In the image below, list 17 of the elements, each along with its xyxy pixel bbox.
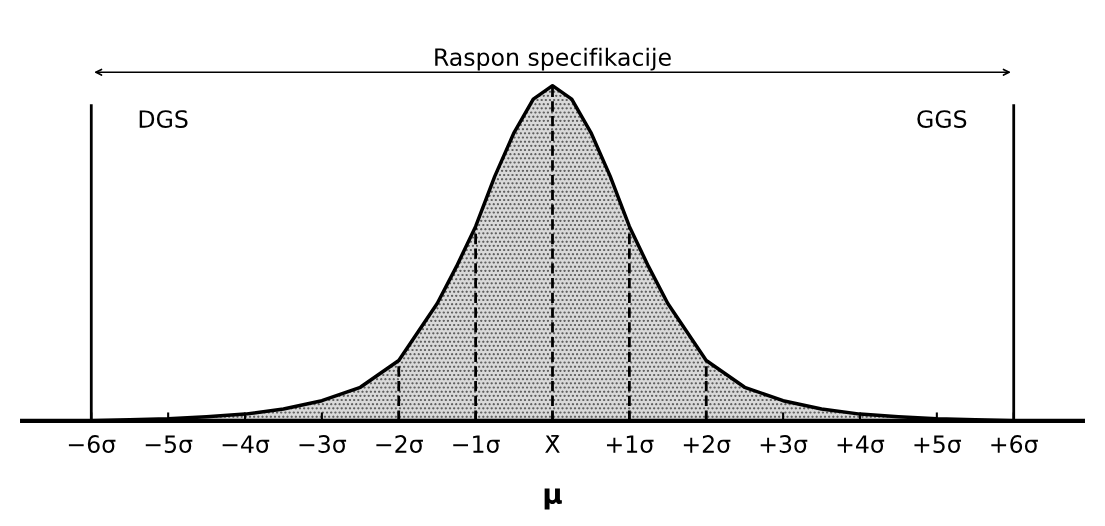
x-tick-label: −3σ xyxy=(299,435,347,453)
x-tick-label: −1σ xyxy=(453,435,500,453)
x-tick-label: +6σ xyxy=(991,435,1038,453)
x-tick-label: +3σ xyxy=(760,435,808,453)
ref-line-label: GGS xyxy=(917,110,967,128)
x-tick-label: +1σ xyxy=(606,435,654,453)
ref-line-label: DGS xyxy=(139,110,188,128)
text: Raspon specifikacije xyxy=(435,47,671,71)
x-tick-label: +2σ xyxy=(683,435,731,453)
x-tick-label: +4σ xyxy=(837,435,885,453)
x-axis-title: μ xyxy=(544,488,562,510)
x-tick-label: −5σ xyxy=(145,435,193,453)
x-tick-label: −4σ xyxy=(222,435,270,453)
x-tick-label: +5σ xyxy=(914,435,962,453)
x-tick-label: −2σ xyxy=(376,435,423,453)
x-tick-label: X̄ xyxy=(545,435,560,453)
x-tick-label: −6σ xyxy=(68,435,116,453)
